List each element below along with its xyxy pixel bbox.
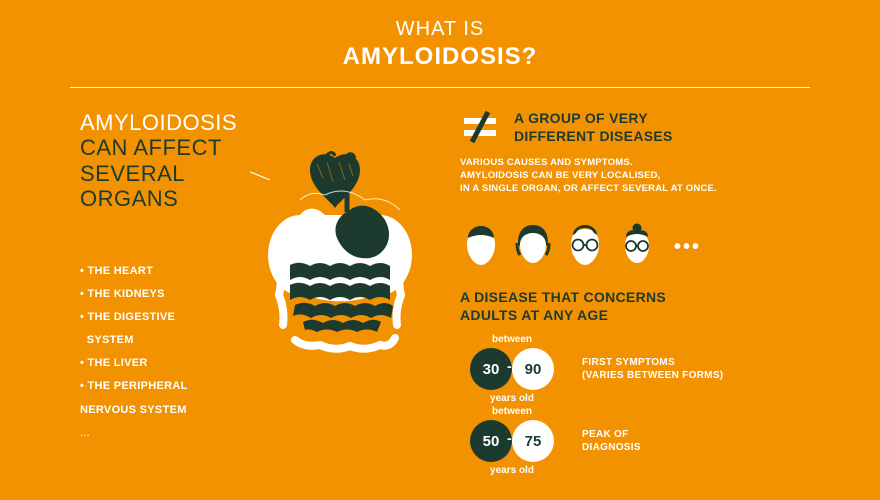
title-line1: WHAT IS [0, 18, 880, 41]
between-label: between [460, 334, 564, 345]
title-line2: AMYLOIDOSIS? [0, 43, 880, 71]
years-label: years old [460, 465, 564, 476]
age-lo: 50 [470, 420, 512, 462]
group-heading: A GROUP OF VERY DIFFERENT DISEASES [514, 110, 673, 145]
face-icon-2 [512, 223, 554, 271]
dash: - [507, 430, 512, 446]
face-icon-3 [564, 223, 606, 271]
divider [70, 87, 810, 88]
age-heading-l1: A DISEASE THAT CONCERNS [460, 289, 800, 307]
age-heading-l2: ADULTS AT ANY AGE [460, 307, 800, 325]
age-row-2: between 50 - 75 years old PEAK OF DIAGNO… [460, 410, 800, 472]
organ-item: • THE HEART [80, 260, 188, 283]
right-column: A GROUP OF VERY DIFFERENT DISEASES VARIO… [460, 110, 800, 472]
age-desc-1: FIRST SYMPTOMS (VARIES BETWEEN FORMS) [582, 356, 723, 382]
organs-svg [250, 140, 460, 400]
age-graphic-1: between 30 - 90 years old [460, 338, 564, 400]
age-hi: 90 [512, 348, 554, 390]
organ-item: • THE PERIPHERAL NERVOUS SYSTEM [80, 375, 188, 421]
age-graphic-2: between 50 - 75 years old [460, 410, 564, 472]
title-block: WHAT IS AMYLOIDOSIS? [0, 0, 880, 71]
infographic: WHAT IS AMYLOIDOSIS? AMYLOIDOSIS CAN AFF… [0, 0, 880, 500]
faces-more: ••• [674, 236, 701, 259]
face-icon-4 [616, 223, 658, 271]
group-subtext: VARIOUS CAUSES AND SYMPTOMS. AMYLOIDOSIS… [460, 157, 800, 195]
organs-more: ... [80, 422, 188, 445]
left-heading-l1: AMYLOIDOSIS [80, 110, 237, 135]
age-lo: 30 [470, 348, 512, 390]
organs-illustration [250, 140, 460, 400]
organs-list: • THE HEART • THE KIDNEYS • THE DIGESTIV… [80, 260, 188, 445]
faces-row: ••• [460, 223, 800, 271]
years-label: years old [460, 393, 564, 404]
between-label: between [460, 406, 564, 417]
age-hi: 75 [512, 420, 554, 462]
organ-item: • THE KIDNEYS [80, 283, 188, 306]
age-row-1: between 30 - 90 years old FIRST SYMPTOMS… [460, 338, 800, 400]
organ-item: • THE DIGESTIVE SYSTEM [80, 306, 188, 352]
group-heading-l2: DIFFERENT DISEASES [514, 128, 673, 146]
group-block: A GROUP OF VERY DIFFERENT DISEASES [460, 110, 800, 145]
organ-item: • THE LIVER [80, 352, 188, 375]
dash: - [507, 358, 512, 374]
heart-icon [310, 153, 360, 208]
face-icon-1 [460, 223, 502, 271]
age-desc-2: PEAK OF DIAGNOSIS [582, 428, 641, 454]
age-heading: A DISEASE THAT CONCERNS ADULTS AT ANY AG… [460, 289, 800, 324]
not-equal-icon [460, 110, 500, 144]
group-heading-l1: A GROUP OF VERY [514, 110, 673, 128]
digestive-icon [268, 190, 412, 349]
